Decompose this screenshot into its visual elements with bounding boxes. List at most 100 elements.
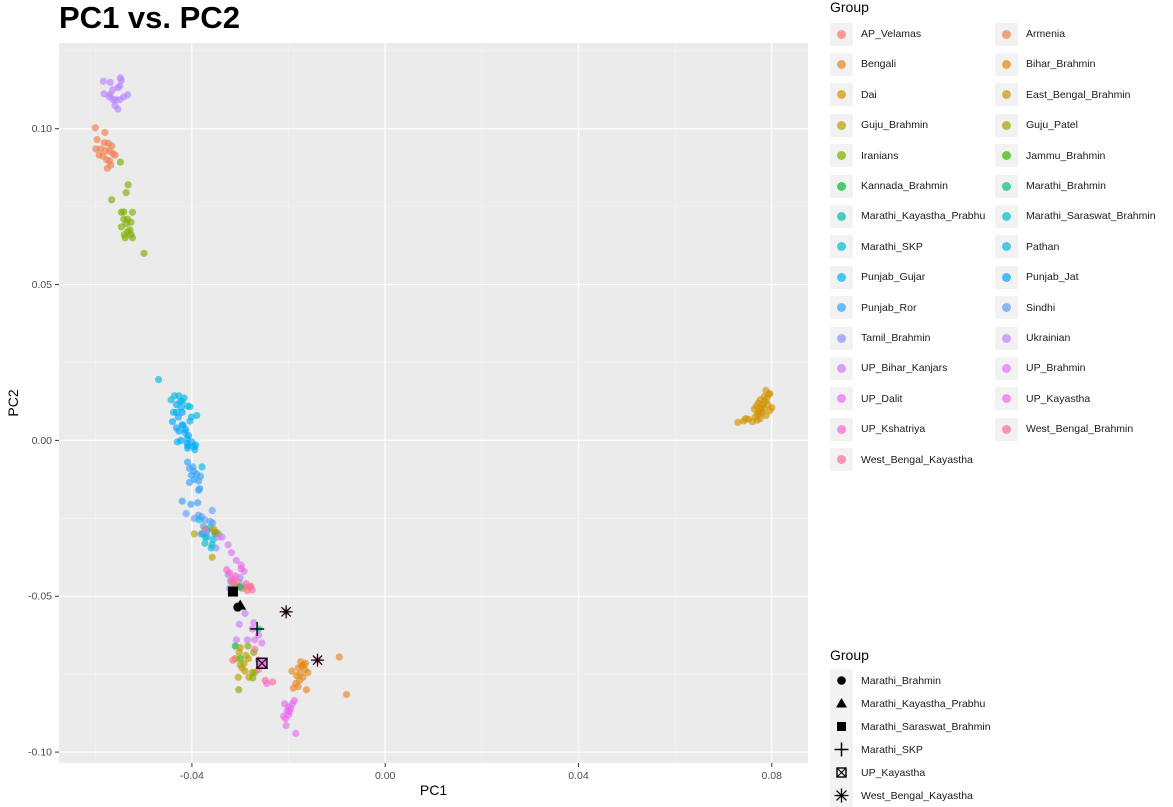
triangle-icon [830,692,853,715]
legend-item: AP_Velamas [830,20,921,48]
data-point-marathi-brahmin [236,583,244,591]
shape-legend-item: Marathi_Saraswat_Brahmin [830,715,991,738]
data-point-punjab-gujar [177,404,185,412]
legend-dot-icon [837,181,846,191]
data-point-up-kayastha [290,697,298,705]
legend-item: East_Bengal_Brahmin [995,81,1130,109]
legend-dot-icon [837,363,846,373]
data-point-bihar-brahmin [210,525,218,533]
data-point-dai [760,405,768,413]
legend-key [830,296,853,320]
legend-label: Tamil_Brahmin [861,332,931,344]
legend-key [830,356,853,380]
shape-legend-item: Marathi_Brahmin [830,669,941,692]
legend-label: Guju_Brahmin [861,119,929,132]
data-point-ukrainian [106,90,114,99]
legend-item: Bihar_Brahmin [995,50,1095,78]
data-point-marathi-skp [195,516,203,524]
legend-item: West_Bengal_Brahmin [995,415,1133,443]
legend-item: Marathi_Kayastha_Prabhu [830,202,985,230]
data-point-marathi-skp [201,533,210,541]
legend-dot-icon [837,120,846,130]
legend-dot-icon [1002,181,1011,191]
legend-dot-icon [837,242,846,252]
data-point-up-kayastha [263,679,271,688]
data-point-pathan [186,403,194,411]
legend-dot-icon [1002,333,1011,343]
legend-dot-icon [837,303,846,313]
x-tick-label: 0.08 [762,770,783,782]
marker-square-marathi-saraswat-brahmin [227,586,238,597]
legend-dot-icon [837,424,846,434]
data-point-punjab-ror [195,486,203,494]
data-point-bengali [289,684,297,692]
data-point-west-bengal-kayastha [229,656,237,664]
legend-dot-icon [837,272,846,282]
legend-dot-icon [1002,363,1011,373]
circle-icon [830,669,853,692]
legend-label: Punjab_Gujar [861,271,926,284]
legend-key [830,22,853,46]
data-point-tamil-brahmin [212,544,220,552]
legend-label: Bengali [861,58,897,71]
data-point-iranians [128,234,137,242]
data-point-ukrainian [116,82,124,90]
y-axis-label: PC2 [5,389,21,416]
data-point-iranians [117,223,125,231]
data-point-punjab-gujar [179,421,187,430]
data-point-armenia [103,164,111,172]
legend-label: Sindhi [1026,301,1056,314]
asterisk-icon [830,784,853,807]
legend-item: Iranians [830,142,898,170]
data-point-guju-brahmin [244,654,253,663]
legend-key [995,52,1018,76]
data-point-dai [734,418,742,426]
legend-item: UP_Dalit [830,385,902,413]
data-point-iranians [127,218,135,226]
legend-key [995,326,1018,350]
legend-key [830,417,853,441]
legend-label: Armenia [1026,28,1066,40]
data-point-ap-velamas [247,582,255,590]
data-point-iranians [117,208,125,216]
legend-dot-icon [837,90,846,100]
data-point-up-brahmin [232,556,240,565]
data-point-ap-velamas [230,580,239,588]
data-point-guju-brahmin [235,648,243,656]
legend-label: AP_Velamas [861,28,922,40]
data-point-west-bengal-kayastha [268,678,277,686]
data-point-ukrainian [106,78,114,86]
data-point-up-bihar-kanjars [235,620,243,628]
legend-key [995,22,1018,46]
shape-legend-label: Marathi_Kayastha_Prabhu [861,697,986,710]
legend-label: UP_Brahmin [1026,362,1086,375]
data-point-bihar-brahmin [304,669,312,677]
data-point-bengali [302,686,311,694]
legend-key [995,113,1018,137]
data-point-armenia [101,128,109,137]
legend-key [995,417,1018,441]
legend-label: West_Bengal_Kayastha [861,453,973,466]
data-point-punjab-ror [187,500,195,508]
y-tick-label: -0.10 [28,747,52,759]
legend-label: Marathi_Kayastha_Prabhu [861,210,986,223]
data-point-marathi-saraswat-brahmin [201,539,209,547]
y-tick-label: 0.10 [32,123,53,135]
data-point-guju-brahmin [240,659,248,667]
data-point-iranians [108,196,116,204]
data-point-up-bihar-kanjars [243,636,252,644]
legend-item: Tamil_Brahmin [830,324,930,352]
data-point-punjab-jat [190,443,198,451]
data-point-punjab-jat [184,432,193,440]
legend-key [830,326,853,350]
data-point-punjab-gujar [184,442,192,450]
data-point-bihar-brahmin [299,661,308,669]
data-point-armenia [111,151,119,159]
data-point-ukrainian [100,90,108,98]
legend-dot-icon [1002,303,1011,313]
legend-item: UP_Kayastha [995,385,1090,413]
data-point-up-brahmin [227,549,236,557]
legend-label: Guju_Patel [1026,119,1078,132]
legend-dot-icon [1002,59,1011,69]
legend-key [995,174,1018,198]
